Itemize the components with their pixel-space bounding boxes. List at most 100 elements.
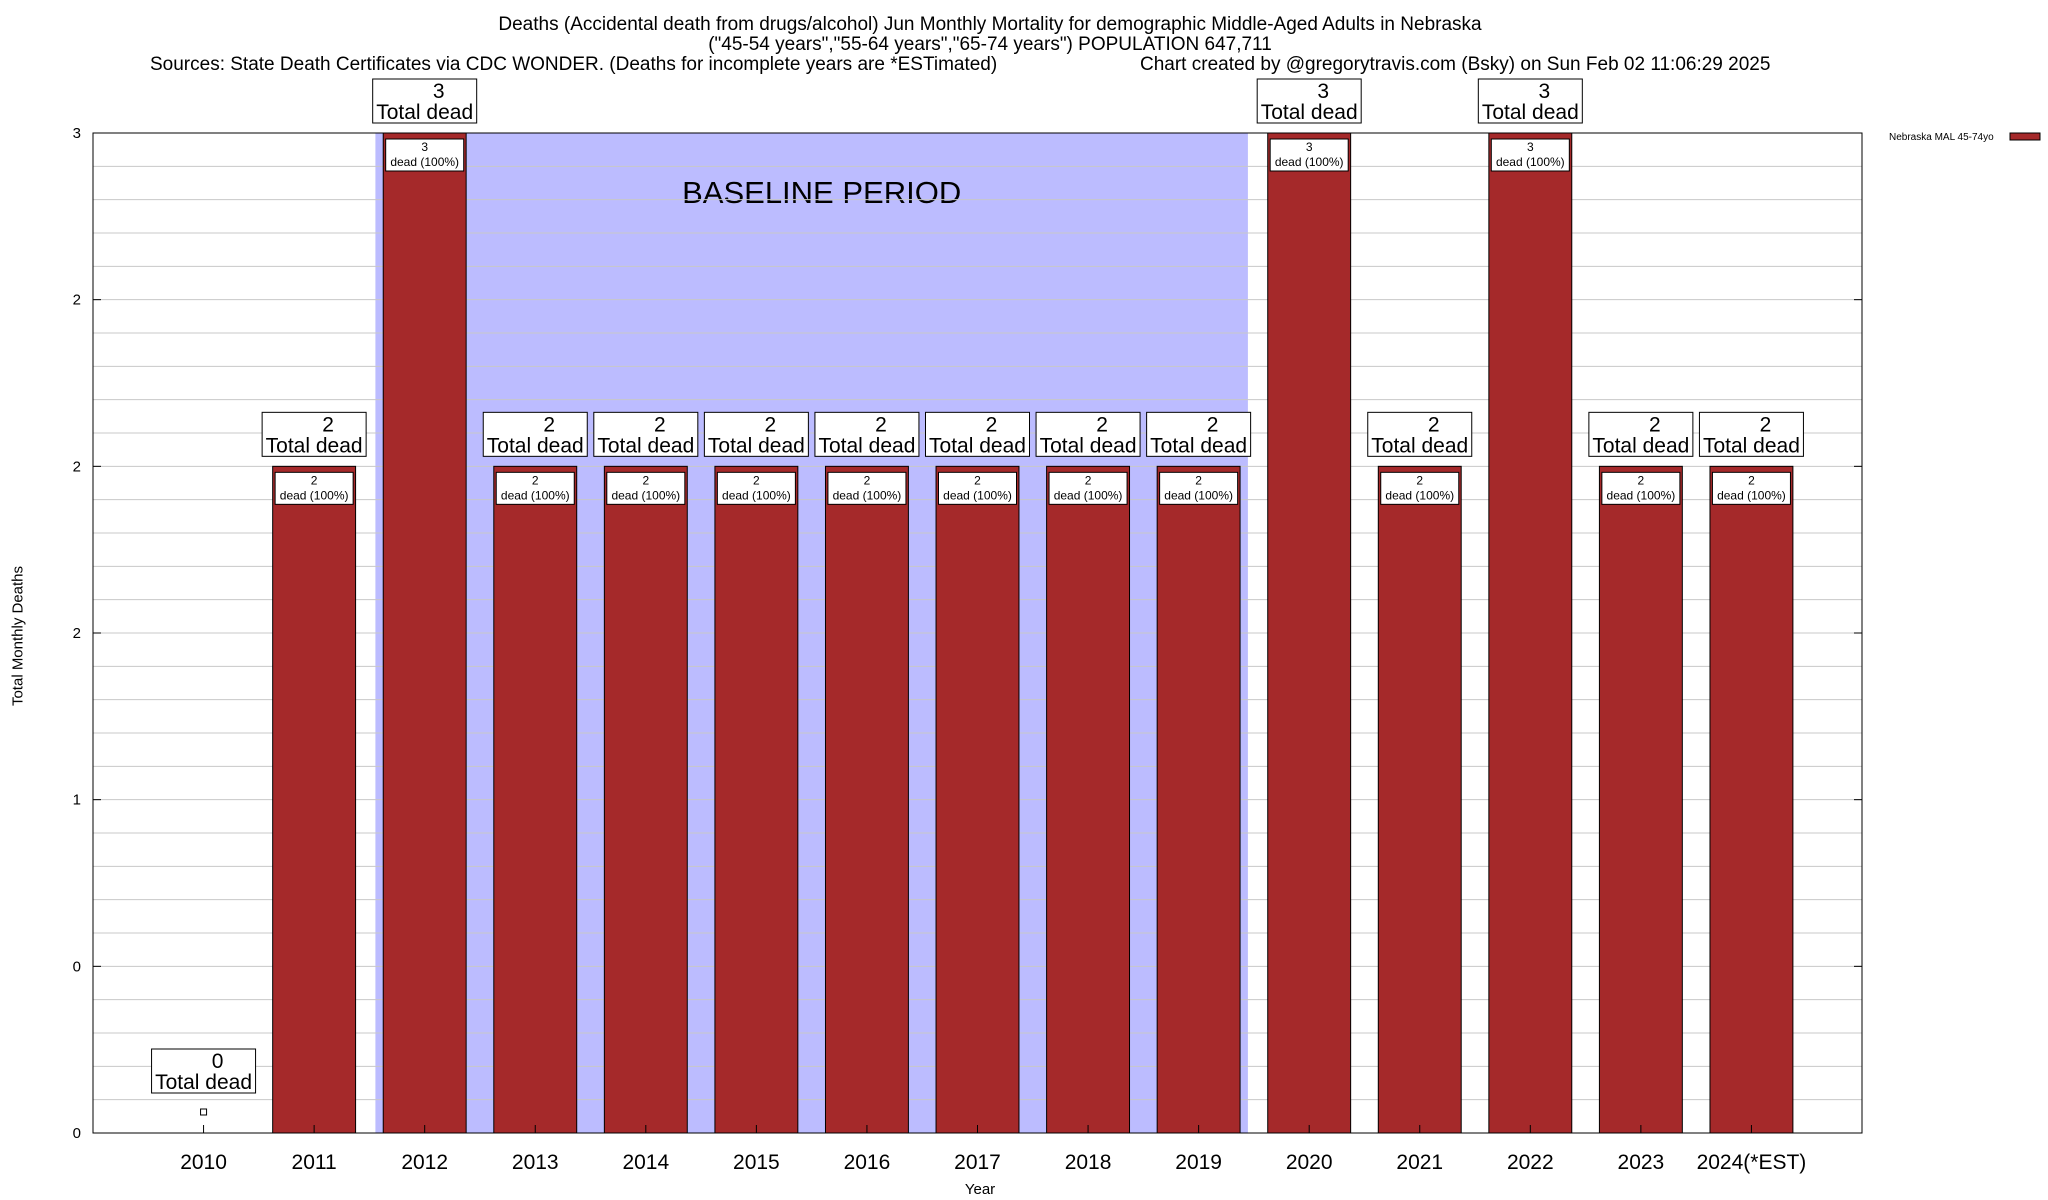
bar-inner-label-box <box>827 471 907 505</box>
bar-data-label-value: 0 <box>212 1050 224 1073</box>
bar-inner-label-text: dead (100%) <box>1496 155 1565 169</box>
bar-inner-label-count: 2 <box>1416 473 1423 487</box>
bar-2013 <box>493 465 578 1134</box>
bar-inner-label-count: 2 <box>1748 473 1755 487</box>
y-tick-label: 0 <box>73 958 81 975</box>
bar-data-label-box <box>1698 411 1804 457</box>
bar-inner-label-count: 3 <box>1306 140 1313 154</box>
bar-data-label-text: Total dead <box>1150 434 1247 457</box>
bar-inner-label-count: 3 <box>421 140 428 154</box>
x-tick-label-2011: 2011 <box>292 1151 337 1174</box>
x-tick-label-2018: 2018 <box>1065 1151 1112 1174</box>
x-tick-label-2022: 2022 <box>1507 1151 1554 1174</box>
bar-inner-label-text: dead (100%) <box>501 488 570 502</box>
bar-data-label-text: Total dead <box>1371 434 1468 457</box>
bar-2024(*EST) <box>1709 465 1794 1134</box>
chart-credit-text: Chart created by @gregorytravis.com (Bsk… <box>1140 54 1771 75</box>
x-tick-label-2014: 2014 <box>622 1151 669 1174</box>
baseline-period-label: BASELINE PERIOD <box>682 175 961 210</box>
bar-inner-label-text: dead (100%) <box>833 488 902 502</box>
bar-inner-label-box <box>1269 138 1349 172</box>
bar-data-label-value: 3 <box>1317 80 1329 103</box>
x-tick-label-2020: 2020 <box>1286 1151 1333 1174</box>
bar-inner-label-text: dead (100%) <box>1385 488 1454 502</box>
y-axis-label: Total Monthly Deaths <box>9 565 27 707</box>
bar-inner-label-count: 3 <box>1527 140 1534 154</box>
bar-2014 <box>603 465 688 1134</box>
x-tick-label-2024(*EST): 2024(*EST) <box>1697 1151 1807 1174</box>
bar-data-label-box <box>1256 78 1362 124</box>
bar-data-label-text: Total dead <box>376 101 473 124</box>
bar-2011 <box>272 465 357 1134</box>
bar-data-label-value: 2 <box>986 413 998 436</box>
bar-data-label-box <box>1477 78 1583 124</box>
bar-data-label-value: 2 <box>875 413 887 436</box>
bar-data-label-text: Total dead <box>1261 101 1358 124</box>
bar-2023 <box>1598 465 1683 1134</box>
bar-data-label-value: 3 <box>433 80 445 103</box>
bar-data-label-box <box>814 411 920 457</box>
bar-data-label-text: Total dead <box>1482 101 1579 124</box>
bar-data-label-value: 2 <box>654 413 666 436</box>
bar-inner-label-count: 2 <box>311 473 318 487</box>
x-tick-label-2012: 2012 <box>401 1151 448 1174</box>
bar-data-label-text: Total dead <box>266 434 363 457</box>
bar-data-label-box <box>482 411 588 457</box>
bar-inner-label-text: dead (100%) <box>943 488 1012 502</box>
bar-data-label-box <box>151 1048 257 1094</box>
bar-data-label-box <box>593 411 699 457</box>
bar-2018 <box>1046 465 1131 1134</box>
bar-data-label-text: Total dead <box>1592 434 1689 457</box>
bar-inner-label-box <box>1711 471 1791 505</box>
bar-inner-label-text: dead (100%) <box>722 488 791 502</box>
bar-data-label-value: 2 <box>1428 413 1440 436</box>
bar-inner-label-text: dead (100%) <box>390 155 459 169</box>
bar-data-label-value: 2 <box>765 413 777 436</box>
bar-data-label-value: 2 <box>322 413 334 436</box>
y-tick-label: 2 <box>73 625 81 642</box>
bar-inner-label-text: dead (100%) <box>611 488 680 502</box>
bar-inner-label-text: dead (100%) <box>1275 155 1344 169</box>
bar-data-label-text: Total dead <box>597 434 694 457</box>
bar-data-label-value: 3 <box>1538 80 1550 103</box>
bar-data-label-value: 2 <box>1207 413 1219 436</box>
x-tick-label-2017: 2017 <box>954 1151 1001 1174</box>
bar-inner-label-box <box>1048 471 1128 505</box>
bar-data-label-value: 2 <box>1649 413 1661 436</box>
bar-data-label-text: Total dead <box>1040 434 1137 457</box>
x-tick-label-2016: 2016 <box>844 1151 891 1174</box>
bar-inner-label-text: dead (100%) <box>1717 488 1786 502</box>
bar-inner-label-count: 2 <box>1085 473 1092 487</box>
bar-data-label-text: Total dead <box>929 434 1026 457</box>
bar-2022 <box>1488 132 1573 1134</box>
x-tick-label-2019: 2019 <box>1175 1151 1222 1174</box>
bar-data-label-box <box>1367 411 1473 457</box>
bar-inner-label-box <box>274 471 354 505</box>
bar-inner-label-text: dead (100%) <box>1607 488 1676 502</box>
plot-border <box>92 132 1863 1134</box>
x-tick-label-2013: 2013 <box>512 1151 559 1174</box>
bar-data-label-text: Total dead <box>818 434 915 457</box>
bar-data-label-value: 2 <box>1096 413 1108 436</box>
chart-source-text: Sources: State Death Certificates via CD… <box>150 54 998 75</box>
chart-title-line-1: Deaths (Accidental death from drugs/alco… <box>498 14 1482 35</box>
y-tick-label: 0 <box>73 1125 81 1142</box>
bar-inner-label-box <box>938 471 1017 505</box>
bar-2019 <box>1156 465 1241 1134</box>
legend-label: Nebraska MAL 45-74yo <box>1889 132 1994 143</box>
bar-data-label-value: 2 <box>543 413 555 436</box>
bar-data-label-box <box>372 78 478 124</box>
y-tick-label: 2 <box>73 292 81 309</box>
bar-data-label-box <box>703 411 809 457</box>
bar-inner-label-count: 2 <box>642 473 649 487</box>
bar-inner-label-text: dead (100%) <box>1054 488 1123 502</box>
bar-2021 <box>1377 465 1462 1134</box>
bar-data-label-value: 2 <box>1760 413 1772 436</box>
bar-inner-label-box <box>1601 471 1681 505</box>
bar-data-label-box <box>1588 411 1694 457</box>
bar-2015 <box>714 465 799 1134</box>
bar-data-label-box <box>1146 411 1252 457</box>
bar-data-label-text: Total dead <box>1703 434 1800 457</box>
bar-inner-label-text: dead (100%) <box>280 488 349 502</box>
bar-inner-label-count: 2 <box>864 473 871 487</box>
